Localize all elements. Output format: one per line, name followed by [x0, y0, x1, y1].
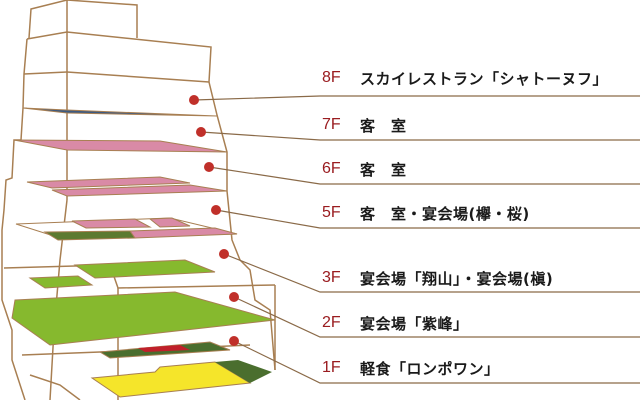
floor-3f-green-a: [73, 259, 216, 279]
floor-5f-green: [43, 230, 136, 241]
label-3f: 3F 宴会場「翔山」・宴会場(槇): [322, 269, 554, 288]
floor-2f-green: [11, 291, 276, 346]
dot-2f: [229, 292, 239, 302]
leader-lines: [193, 95, 640, 384]
floor-5f-pink: [129, 227, 238, 239]
dot-8f: [189, 95, 199, 105]
floor-8f-slab: [22, 107, 218, 117]
label-6f: 6F 客 室: [322, 160, 407, 179]
floor-1f-red: [138, 345, 190, 352]
floor-6f-slab-a: [26, 176, 191, 189]
label-2f: 2F 宴会場「紫峰」: [322, 314, 469, 333]
label-5f: 5F 客 室・宴会場(欅・桜): [322, 204, 530, 223]
floor-5f-room-a: [71, 218, 152, 229]
dot-1f: [229, 336, 239, 346]
floor-5f-room-b: [148, 217, 191, 228]
dot-3f: [219, 249, 229, 259]
dot-6f: [204, 162, 214, 172]
label-7f: 7F 客 室: [322, 116, 407, 135]
floor-3f-green-b: [28, 275, 94, 289]
label-1f: 1F 軽食「ロンポワン」: [322, 359, 500, 378]
dot-5f: [211, 205, 221, 215]
floor-1f-dark-green-b: [215, 360, 272, 383]
label-8f: 8F スカイレストラン「シャトーヌフ」: [322, 69, 609, 88]
dot-7f: [196, 127, 206, 137]
floor-dots: [189, 95, 239, 346]
floor-6f-slab-b: [51, 184, 228, 197]
floor-7f-slab: [13, 139, 228, 153]
